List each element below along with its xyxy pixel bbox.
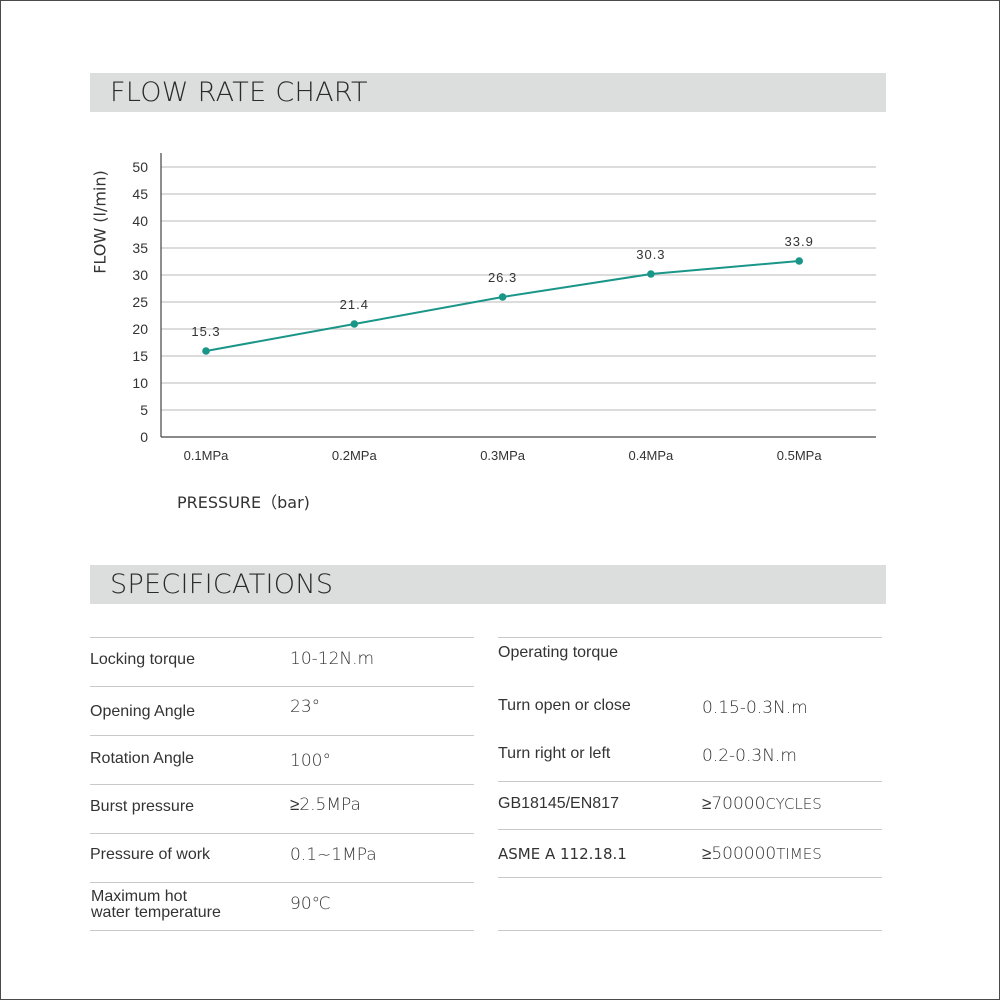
spec-value: ≥70000CYCLES [702,795,822,813]
spec-label-line2: water temperature [91,904,221,921]
spec-value: 23° [290,697,321,717]
spec-label: GB18145/EN817 [498,795,619,812]
y-tick-label: 30 [132,267,148,283]
spec-label-line1: Maximum hot [91,888,188,905]
y-tick-label: 40 [132,213,148,229]
x-tick-label: 0.5MPa [777,448,823,463]
divider [90,686,474,687]
specifications-header: SPECIFICATIONS [90,565,886,604]
x-tick-label: 0.4MPa [628,448,674,463]
data-point-marker [647,270,655,278]
data-label: 30.3 [636,247,665,262]
x-tick-label: 0.3MPa [480,448,526,463]
spec-label: Opening Angle [90,703,195,720]
chart-gridlines [161,166,876,411]
spec-label: ASME A 112.18.1 [498,845,627,863]
y-tick-label: 10 [132,375,148,391]
y-tick-label: 25 [132,294,148,310]
y-tick-label: 15 [132,348,148,364]
data-label: 26.3 [488,270,517,285]
data-point-marker [498,293,507,301]
y-tick-label: 20 [132,321,148,337]
spec-label: Turn right or left [498,745,611,762]
y-tick-label: 0 [140,429,148,445]
operating-torque-heading: Operating torque [498,644,619,661]
spec-value-unit: CYCLES [765,795,822,813]
data-point-marker [795,257,803,265]
data-labels: 15.3 21.4 26.3 30.3 33.9 [191,234,814,339]
spec-value-number: ≥500000 [702,844,777,864]
x-tick-label: 0.1MPa [184,448,230,463]
spec-label: Pressure of work [90,846,211,863]
spec-label: Locking torque [90,651,195,668]
data-label: 15.3 [191,324,220,339]
data-point-marker [202,347,210,355]
divider [90,784,474,785]
x-tick-label: 0.2MPa [332,448,378,463]
y-tick-label: 50 [132,159,148,175]
spec-value: ≥500000TIMES [702,845,822,863]
x-axis-ticks: 0.1MPa 0.2MPa 0.3MPa 0.4MPa 0.5MPa [184,448,823,463]
flow-rate-chart-header: FLOW RATE CHART [90,73,886,112]
divider [498,781,882,782]
x-axis-title: PRESSURE（bar) [177,493,310,512]
divider [498,930,882,931]
spec-label: Burst pressure [90,798,195,815]
flow-series-markers [202,257,803,355]
spec-value: 90℃ [290,894,331,914]
spec-value: 0.2-0.3N.m [702,746,797,766]
y-tick-label: 35 [132,240,148,256]
flow-rate-chart-title: FLOW RATE CHART [110,77,368,108]
divider [90,930,474,931]
flow-rate-chart: FLOW (l/min) 0 5 10 15 20 25 30 35 40 45 50 0.1MPa… [91,153,876,512]
data-label: 33.9 [785,234,814,249]
spec-label: Rotation Angle [90,750,195,767]
divider [90,882,474,883]
specifications-title: SPECIFICATIONS [110,569,334,600]
divider [498,637,882,638]
spec-value: ≥2.5MPa [290,795,361,815]
spec-value: 0.15-0.3N.m [702,698,808,718]
y-tick-label: 45 [132,186,148,202]
divider [498,829,882,830]
data-label: 21.4 [340,297,369,312]
spec-value: 100° [290,751,331,771]
data-point-marker [350,320,359,328]
divider [90,735,474,736]
y-tick-label: 5 [140,402,148,418]
spec-value: 0.1~1MPa [290,845,377,865]
spec-value-number: ≥70000 [702,794,766,814]
y-axis-ticks: 0 5 10 15 20 25 30 35 40 45 50 [132,159,148,445]
divider [90,833,474,834]
spec-value-unit: TIMES [776,845,822,863]
divider [90,637,474,638]
divider [498,877,882,878]
spec-value: 10-12N.m [290,649,375,669]
spec-label: Turn open or close [498,697,631,714]
